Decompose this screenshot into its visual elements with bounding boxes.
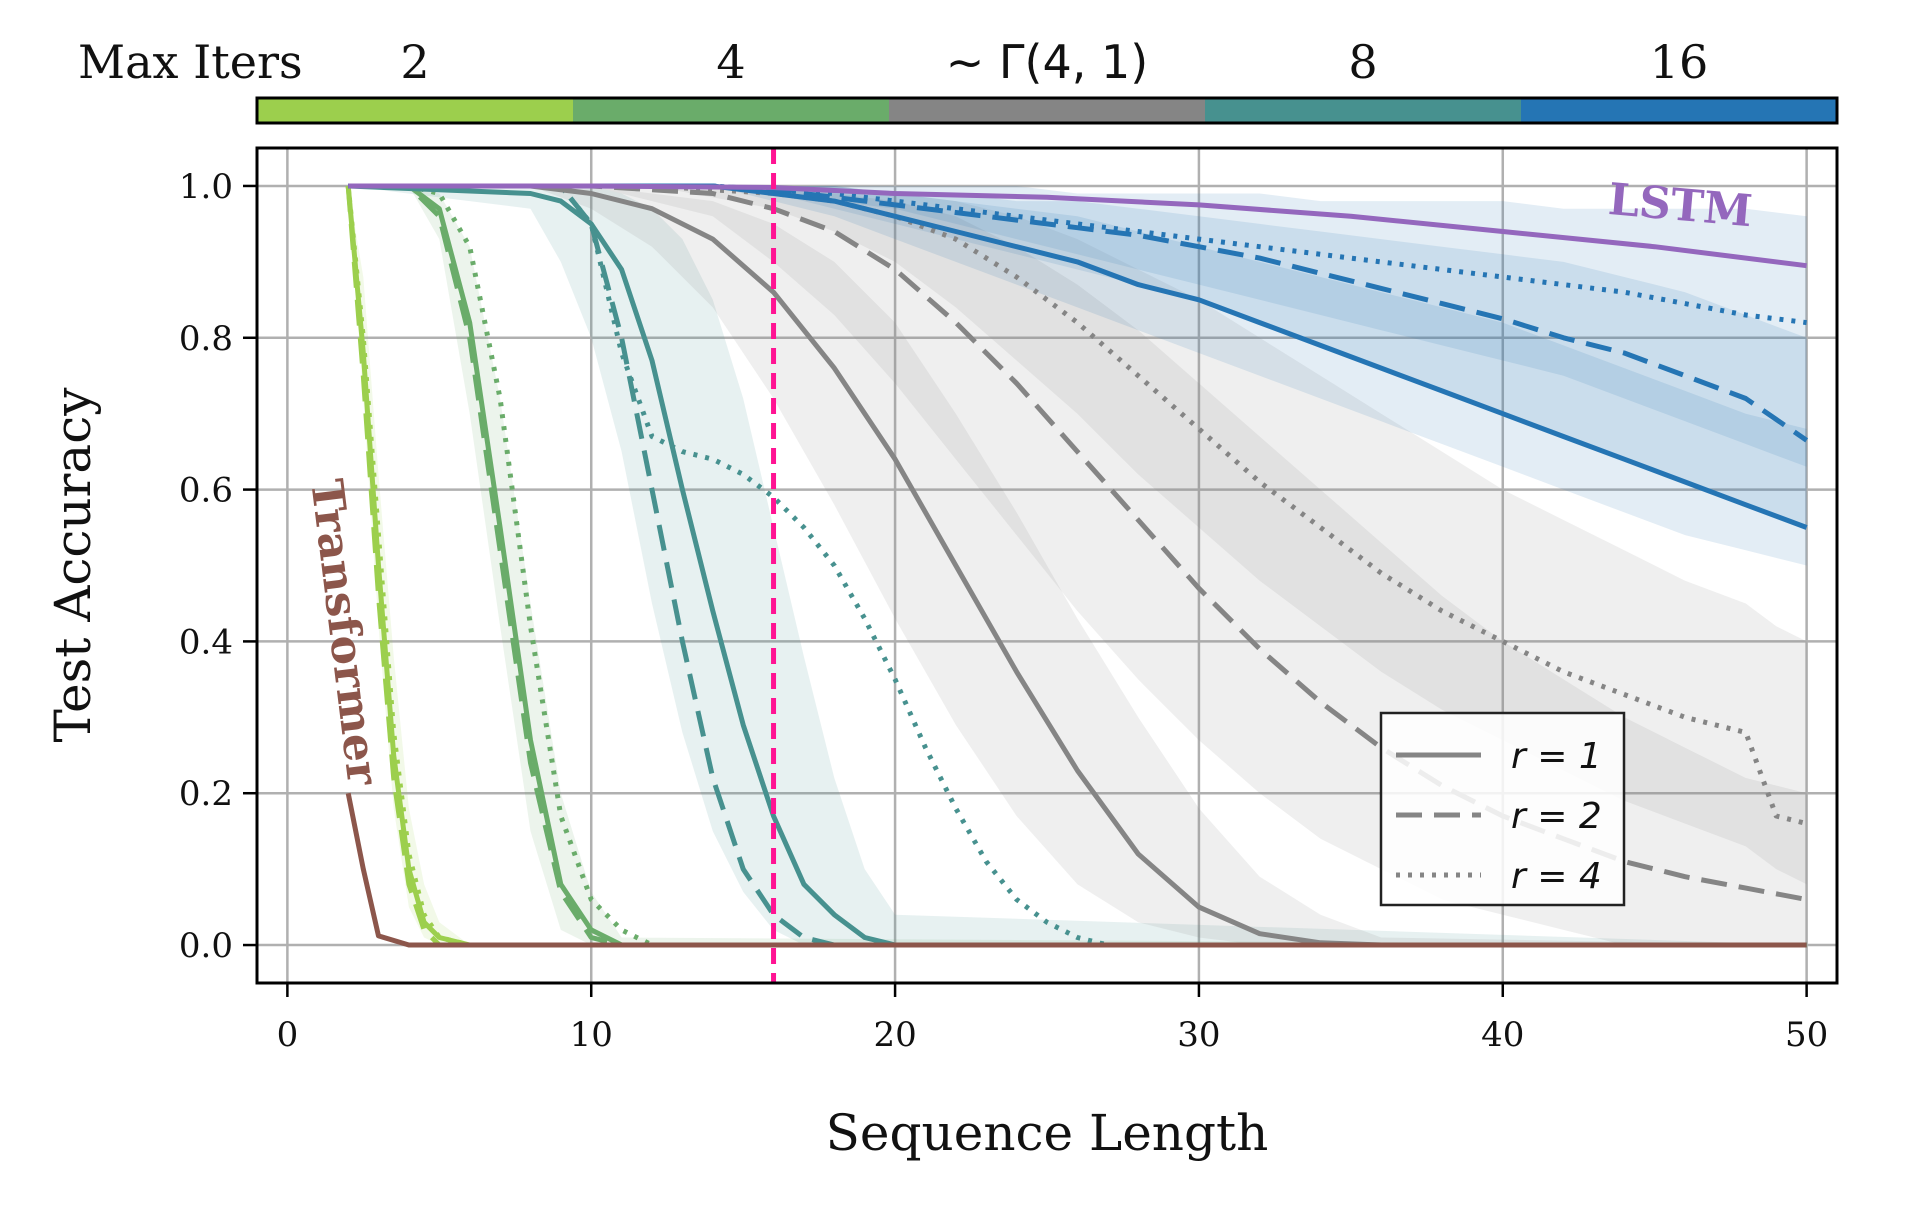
series-line (348, 183, 1807, 326)
max-iters-colorbar: Max Iters 2 4 ~ Γ(4, 1) 8 16 (78, 35, 1839, 125)
plot-frame (255, 146, 1839, 985)
colorbar-tick-label: ~ Γ(4, 1) (946, 35, 1148, 89)
y-tick-label: 1.0 (179, 167, 233, 207)
colorbar-frame (255, 96, 1839, 125)
x-axis-title: Sequence Length (826, 1104, 1269, 1162)
y-axis-title: Test Accuracy (44, 387, 102, 743)
x-tick-label: 0 (277, 1015, 299, 1055)
series-line (348, 183, 1809, 443)
legend-entry-label: r = 4 (1511, 856, 1602, 897)
x-tick-label: 20 (873, 1015, 916, 1055)
annotation-label: LSTM (1606, 174, 1754, 237)
series-line (345, 185, 1807, 948)
colorbar-tick-label: 4 (716, 35, 745, 89)
x-tick-label: 10 (570, 1015, 613, 1055)
series-line (348, 183, 1807, 948)
x-tick-label: 30 (1177, 1015, 1220, 1055)
y-tick-label: 0.8 (179, 319, 233, 359)
colorbar-segment (1521, 98, 1838, 123)
colorbar-tick-label: 16 (1650, 35, 1709, 89)
series-line (348, 183, 1807, 948)
y-axis-ticks: 0.0 0.2 0.4 0.6 0.8 1.0 (179, 167, 257, 966)
y-tick-label: 0.0 (179, 926, 233, 966)
confidence-band (348, 186, 1807, 467)
x-axis-ticks: 0 10 20 30 40 50 (277, 983, 1828, 1055)
confidence-band (348, 186, 1807, 945)
series-line (348, 183, 1808, 530)
y-tick-label: 0.2 (179, 774, 233, 814)
confidence-band (348, 186, 1807, 528)
series-line (348, 183, 1807, 948)
colorbar-segment (1205, 98, 1522, 123)
series-line (345, 792, 1807, 948)
colorbar-segment (573, 98, 890, 123)
colorbar-title: Max Iters (78, 35, 303, 89)
confidence-band (348, 186, 1807, 885)
series-line (348, 183, 1807, 269)
colorbar-segment (889, 98, 1206, 123)
y-tick-label: 0.4 (179, 622, 233, 662)
x-tick-label: 40 (1481, 1015, 1524, 1055)
legend-entry-label: r = 1 (1511, 736, 1602, 777)
y-tick-label: 0.6 (179, 471, 233, 511)
colorbar-tick-label: 2 (400, 35, 429, 89)
legend-entry-label: r = 2 (1511, 796, 1602, 837)
x-tick-label: 50 (1785, 1015, 1828, 1055)
colorbar-tick-label: 8 (1348, 35, 1377, 89)
colorbar-segment (257, 98, 574, 123)
confidence-band (348, 186, 1807, 945)
series-line (348, 183, 1807, 948)
